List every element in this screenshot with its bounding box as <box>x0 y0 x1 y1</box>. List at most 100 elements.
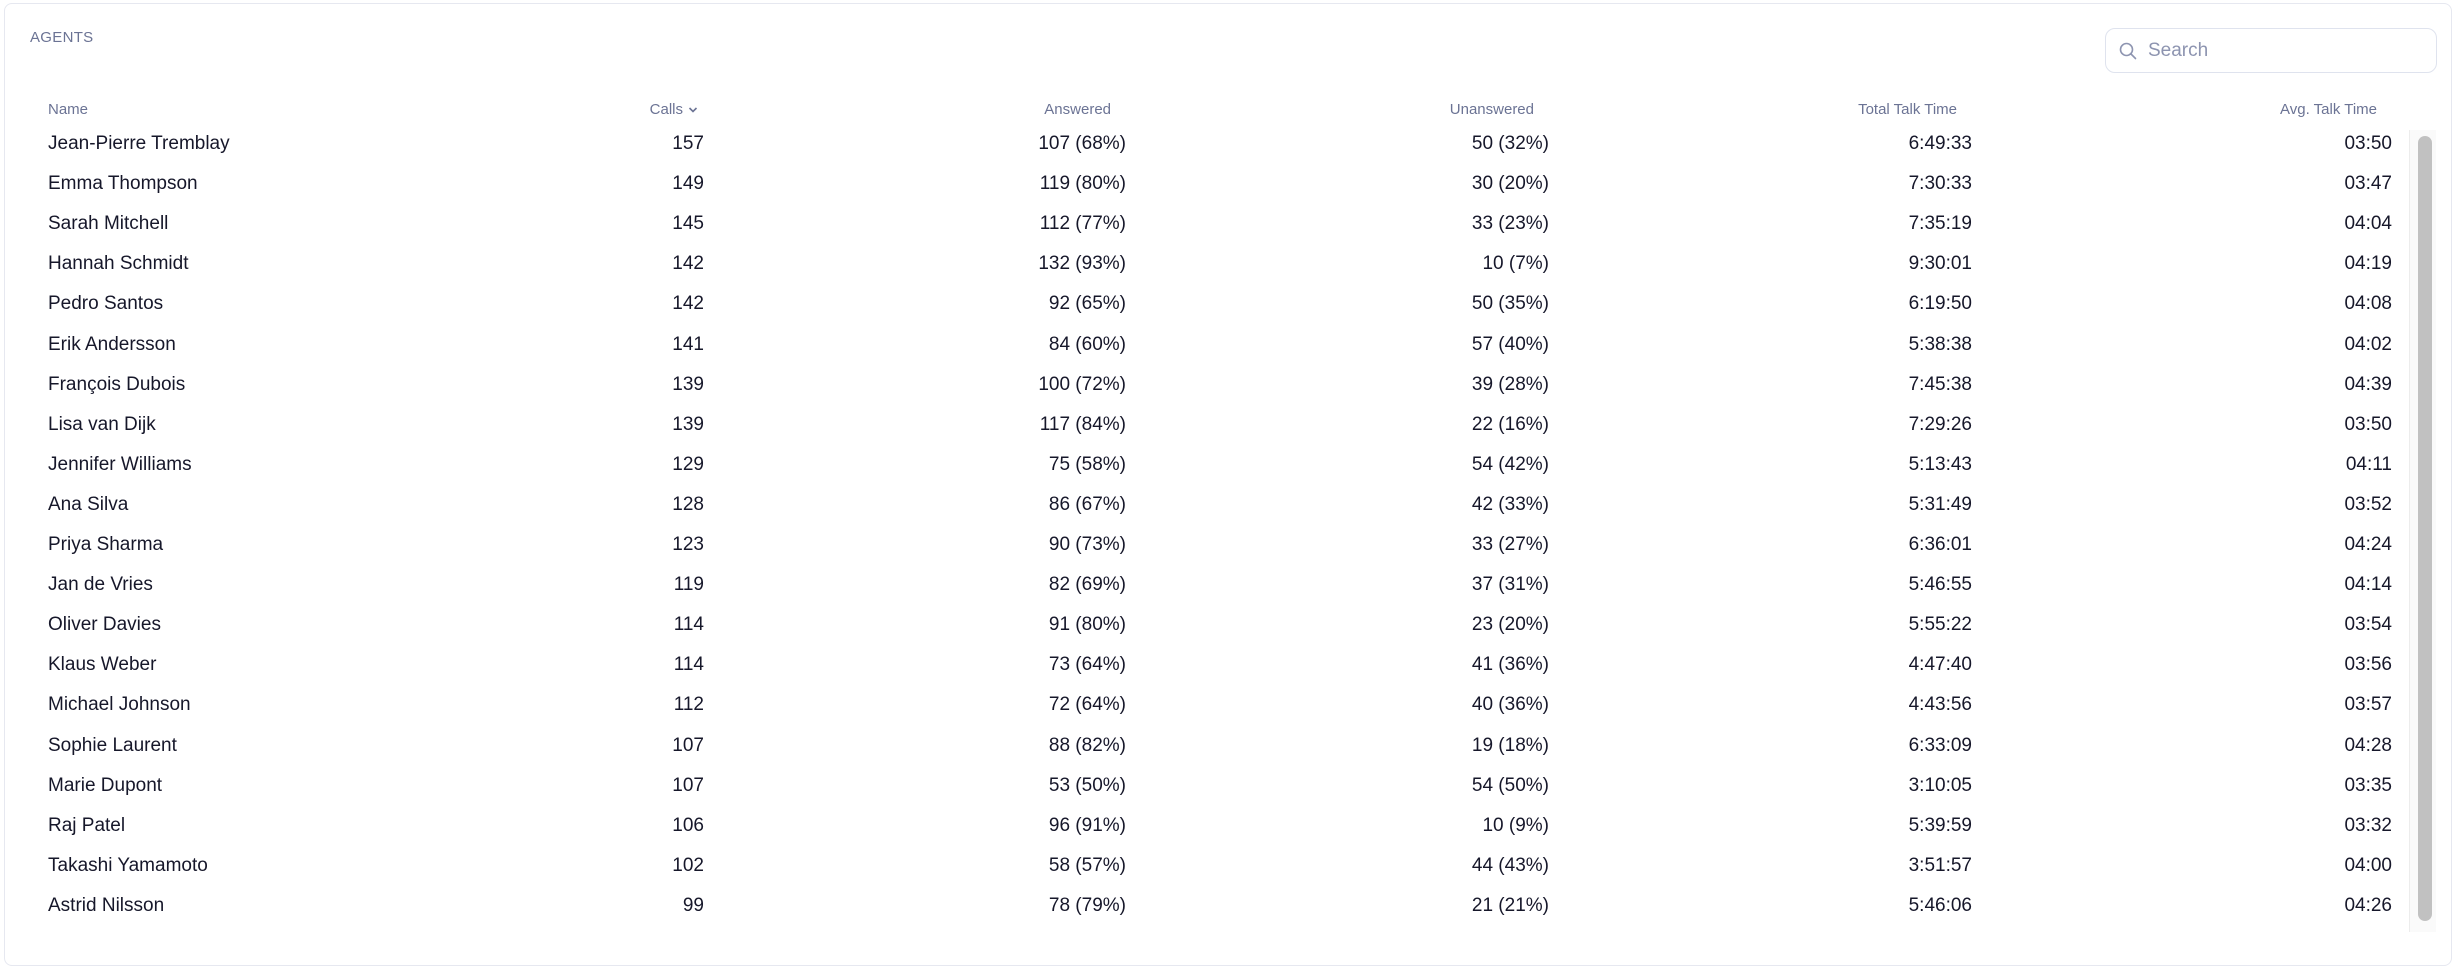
cell-name: Takashi Yamamoto <box>48 854 208 876</box>
column-header-calls[interactable]: Calls <box>650 101 698 118</box>
table-row[interactable]: Takashi Yamamoto 102 58 (57%) 44 (43%) 3:51:… <box>5 846 2405 886</box>
cell-name: Astrid Nilsson <box>48 894 165 916</box>
cell-unanswered: 44 (43%) <box>1471 854 1549 876</box>
table-row[interactable]: Jean-Pierre Tremblay 157 107 (68%) 50 (32%)… <box>5 124 2405 164</box>
cell-name: Jean-Pierre Tremblay <box>48 133 230 154</box>
cell-name: Emma Thompson <box>48 173 198 195</box>
cell-name: Marie Dupont <box>48 774 163 796</box>
cell-name: Ana Silva <box>48 493 129 515</box>
search-input[interactable] <box>2146 38 2420 63</box>
cell-name: Oliver Davies <box>48 614 161 636</box>
cell-total: 5:38:38 <box>1908 333 1972 355</box>
column-header-total-talk-time[interactable]: Total Talk Time <box>1858 101 1957 118</box>
cell-unanswered: 39 (28%) <box>1471 373 1549 395</box>
cell-calls: 129 <box>672 453 704 475</box>
column-header-avg-talk-time[interactable]: Avg. Talk Time <box>2280 101 2377 118</box>
cell-avg: 04:19 <box>2344 253 2392 275</box>
table-row[interactable]: Sarah Mitchell 145 112 (77%) 33 (23%) 7:35:1… <box>5 204 2405 244</box>
cell-calls: 139 <box>672 413 704 435</box>
cell-total: 3:10:05 <box>1908 774 1972 796</box>
cell-answered: 75 (58%) <box>1048 453 1126 475</box>
cell-total: 5:55:22 <box>1908 614 1972 636</box>
cell-calls: 102 <box>672 854 704 876</box>
cell-answered: 72 (64%) <box>1048 694 1126 716</box>
table-row[interactable]: Oliver Davies 114 91 (80%) 23 (20%) 5:55:22 0… <box>5 605 2405 645</box>
table-row[interactable]: Sophie Laurent 107 88 (82%) 19 (18%) 6:33:09… <box>5 726 2405 766</box>
cell-unanswered: 40 (36%) <box>1471 694 1549 716</box>
cell-calls: 157 <box>672 133 704 154</box>
table-row[interactable]: Lisa van Dijk 139 117 (84%) 22 (16%) 7:29:26… <box>5 405 2405 445</box>
cell-unanswered: 37 (31%) <box>1471 574 1549 596</box>
cell-name: Raj Patel <box>48 814 126 836</box>
cell-calls: 114 <box>673 654 704 676</box>
cell-avg: 04:00 <box>2344 854 2392 876</box>
table-row[interactable]: Priya Sharma 123 90 (73%) 33 (27%) 6:36:01 04… <box>5 525 2405 565</box>
cell-calls: 107 <box>672 734 704 756</box>
cell-unanswered: 23 (20%) <box>1471 614 1549 636</box>
panel-title: AGENTS <box>30 29 94 46</box>
cell-answered: 86 (67%) <box>1048 493 1126 515</box>
chevron-down-icon <box>688 106 698 113</box>
cell-avg: 03:50 <box>2344 413 2392 435</box>
table-row[interactable]: Ana Silva 128 86 (67%) 42 (33%) 5:31:49 03:52 <box>5 485 2405 525</box>
cell-unanswered: 42 (33%) <box>1471 493 1549 515</box>
cell-answered: 117 (84%) <box>1039 413 1126 435</box>
column-header-answered[interactable]: Answered <box>1044 101 1111 118</box>
cell-answered: 84 (60%) <box>1048 333 1126 355</box>
cell-total: 3:51:57 <box>1908 854 1972 876</box>
table-row[interactable]: Raj Patel 106 96 (91%) 10 (9%) 5:39:59 03:32 <box>5 806 2405 846</box>
cell-answered: 112 (77%) <box>1039 213 1126 235</box>
cell-name: Erik Andersson <box>48 333 176 355</box>
cell-name: Priya Sharma <box>48 534 164 555</box>
column-header-name[interactable]: Name <box>48 101 89 118</box>
table-row[interactable]: Jennifer Williams 129 75 (58%) 54 (42%) 5:13… <box>5 445 2405 485</box>
cell-total: 6:36:01 <box>1908 534 1972 555</box>
table-row[interactable]: Michael Johnson 112 72 (64%) 40 (36%) 4:43:5… <box>5 685 2405 725</box>
cell-avg: 04:39 <box>2344 373 2392 395</box>
cell-answered: 119 (80%) <box>1039 173 1126 195</box>
cell-avg: 03:56 <box>2344 654 2392 676</box>
cell-total: 5:31:49 <box>1908 493 1972 515</box>
cell-name: Sophie Laurent <box>48 734 177 756</box>
cell-unanswered: 33 (27%) <box>1471 534 1549 555</box>
cell-avg: 03:54 <box>2344 614 2392 636</box>
cell-unanswered: 54 (50%) <box>1471 774 1549 796</box>
cell-calls: 107 <box>672 774 704 796</box>
search-icon <box>2119 42 2137 59</box>
cell-name: Klaus Weber <box>48 654 157 676</box>
cell-calls: 128 <box>672 493 704 515</box>
cell-unanswered: 19 (18%) <box>1471 734 1549 756</box>
cell-unanswered: 21 (21%) <box>1471 894 1549 916</box>
cell-total: 7:35:19 <box>1908 213 1972 235</box>
column-header-unanswered[interactable]: Unanswered <box>1449 101 1534 118</box>
cell-unanswered: 57 (40%) <box>1471 333 1549 355</box>
cell-calls: 141 <box>672 333 704 355</box>
cell-calls: 142 <box>672 293 704 315</box>
cell-answered: 78 (79%) <box>1048 894 1126 916</box>
cell-avg: 03:35 <box>2344 774 2392 796</box>
table-row[interactable]: Hannah Schmidt 142 132 (93%) 10 (7%) 9:30:01… <box>5 244 2405 284</box>
scrollbar-thumb[interactable] <box>2418 136 2432 921</box>
table-row[interactable]: Erik Andersson 141 84 (60%) 57 (40%) 5:38:38… <box>5 325 2405 365</box>
table-row[interactable]: François Dubois 139 100 (72%) 39 (28%) 7:45:… <box>5 365 2405 405</box>
table-row[interactable]: Pedro Santos 142 92 (65%) 50 (35%) 6:19:50 04… <box>5 284 2405 324</box>
cell-calls: 142 <box>672 253 704 275</box>
table-row[interactable]: Jan de Vries 119 82 (69%) 37 (31%) 5:46:55 04… <box>5 565 2405 605</box>
cell-avg: 04:08 <box>2344 293 2392 315</box>
cell-total: 9:30:01 <box>1908 253 1972 275</box>
cell-answered: 96 (91%) <box>1048 814 1126 836</box>
scrollbar[interactable] <box>2409 130 2436 932</box>
cell-name: Pedro Santos <box>48 293 164 315</box>
cell-name: Lisa van Dijk <box>48 413 156 435</box>
cell-calls: 149 <box>672 173 704 195</box>
table-row[interactable]: Klaus Weber 114 73 (64%) 41 (36%) 4:47:40 03:… <box>5 645 2405 685</box>
table-row[interactable]: Emma Thompson 149 119 (80%) 30 (20%) 7:30:33… <box>5 164 2405 204</box>
search-box[interactable] <box>2105 28 2437 73</box>
cell-avg: 03:57 <box>2344 694 2392 716</box>
cell-calls: 112 <box>673 694 704 716</box>
table-row[interactable]: Marie Dupont 107 53 (50%) 54 (50%) 3:10:05 03… <box>5 766 2405 806</box>
cell-avg: 04:11 <box>2345 453 2392 475</box>
cell-name: Jan de Vries <box>48 574 153 596</box>
table-row[interactable]: Astrid Nilsson 99 78 (79%) 21 (21%) 5:46:06 0… <box>5 886 2405 926</box>
cell-answered: 90 (73%) <box>1048 534 1126 555</box>
